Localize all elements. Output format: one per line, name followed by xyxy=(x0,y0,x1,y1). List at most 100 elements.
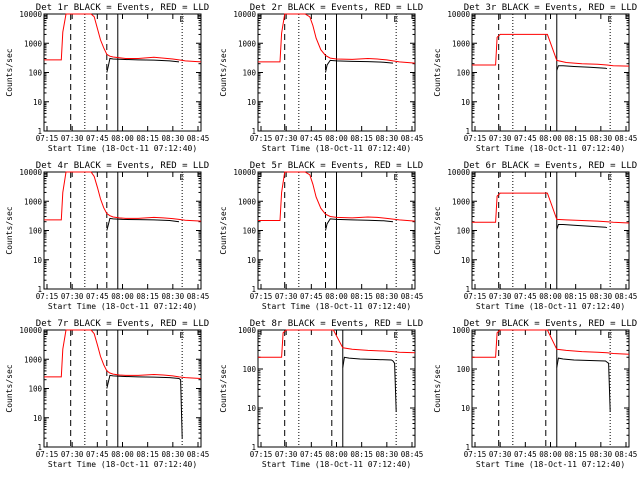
x-tick-label: 08:15 xyxy=(564,134,587,143)
x-tick-label: 07:30 xyxy=(275,292,298,301)
x-axis-label: Start Time (18-Oct-11 07:12:40) xyxy=(476,144,625,153)
lld-series-line xyxy=(44,329,202,379)
panel-title: Det 7r BLACK = Events, RED = LLD xyxy=(36,319,209,329)
y-tick-label: 10 xyxy=(33,256,43,265)
x-tick-label: 08:15 xyxy=(136,292,159,301)
y-tick-label: 1000 xyxy=(452,197,471,206)
plot-frame xyxy=(43,171,202,290)
event-marker-label: E xyxy=(607,15,612,24)
y-tick-label: 1000 xyxy=(238,326,257,335)
panel-6: Det 6r BLACK = Events, RED = LLD 1 10 100 10… xyxy=(433,161,637,311)
events-series-line xyxy=(556,357,611,412)
x-tick-label: 08:30 xyxy=(590,134,613,143)
events-series-line xyxy=(106,217,180,231)
lld-series-line xyxy=(44,13,202,63)
plot-frame xyxy=(471,329,630,448)
x-tick-label: 07:15 xyxy=(36,450,59,459)
x-tick-label: 08:45 xyxy=(401,292,424,301)
panel-8: Det 8r BLACK = Events, RED = LLD 1 10 100 10… xyxy=(219,319,423,469)
x-tick-label: 08:00 xyxy=(539,292,562,301)
plot-frame xyxy=(257,329,416,448)
x-axis-label: Start Time (18-Oct-11 07:12:40) xyxy=(262,302,411,311)
panel-5: Det 5r BLACK = Events, RED = LLD 1 10 100 10… xyxy=(219,161,423,311)
event-marker-label: E xyxy=(393,331,398,340)
y-tick-label: 100 xyxy=(456,227,470,236)
x-tick-label: 07:45 xyxy=(300,292,323,301)
y-tick-label: 10 xyxy=(461,98,471,107)
x-axis-label: Start Time (18-Oct-11 07:12:40) xyxy=(48,460,197,469)
y-tick-label: 10000 xyxy=(447,10,470,19)
y-tick-label: 10000 xyxy=(19,168,42,177)
y-tick-label: 10 xyxy=(247,404,257,413)
panel-9: Det 9r BLACK = Events, RED = LLD 1 10 100 10… xyxy=(433,319,637,469)
y-tick-label: 1 xyxy=(37,443,42,452)
x-tick-label: 08:45 xyxy=(401,134,424,143)
x-tick-label: 07:15 xyxy=(36,134,59,143)
x-tick-label: 07:45 xyxy=(514,134,537,143)
panel-title: Det 1r BLACK = Events, RED = LLD xyxy=(36,3,209,13)
y-tick-label: 10 xyxy=(461,404,471,413)
panel-title: Det 5r BLACK = Events, RED = LLD xyxy=(250,161,423,171)
x-tick-label: 07:45 xyxy=(514,450,537,459)
x-tick-label: 07:30 xyxy=(61,450,84,459)
y-tick-label: 100 xyxy=(28,385,42,394)
y-tick-label: 10 xyxy=(461,256,471,265)
x-tick-label: 07:45 xyxy=(300,450,323,459)
events-series-line xyxy=(325,218,394,231)
y-tick-label: 1 xyxy=(465,285,470,294)
x-tick-label: 07:45 xyxy=(86,134,109,143)
y-axis-label: Counts/sec xyxy=(5,48,14,96)
panel-title: Det 8r BLACK = Events, RED = LLD xyxy=(250,319,423,329)
y-tick-label: 10000 xyxy=(19,10,42,19)
panel-2: Det 2r BLACK = Events, RED = LLD 1 10 100 10… xyxy=(219,3,423,153)
event-marker-label: E xyxy=(179,331,184,340)
events-series-line xyxy=(556,65,608,71)
lld-series-line xyxy=(258,13,416,64)
x-tick-label: 08:30 xyxy=(590,450,613,459)
x-tick-label: 08:30 xyxy=(162,292,185,301)
x-tick-label: 08:00 xyxy=(111,450,134,459)
y-tick-label: 100 xyxy=(28,227,42,236)
x-axis-label: Start Time (18-Oct-11 07:12:40) xyxy=(48,144,197,153)
x-tick-label: 07:15 xyxy=(250,450,273,459)
y-axis-label: Counts/sec xyxy=(433,206,442,254)
y-axis-label: Counts/sec xyxy=(219,364,228,412)
events-series-line xyxy=(106,57,180,73)
y-tick-label: 10 xyxy=(247,98,257,107)
event-marker-label: E xyxy=(179,173,184,182)
x-tick-label: 08:00 xyxy=(111,134,134,143)
y-tick-label: 1000 xyxy=(452,39,471,48)
x-tick-label: 07:45 xyxy=(86,450,109,459)
x-tick-label: 08:15 xyxy=(350,450,373,459)
x-tick-label: 07:45 xyxy=(300,134,323,143)
x-tick-label: 08:30 xyxy=(376,450,399,459)
x-tick-label: 08:00 xyxy=(325,450,348,459)
x-tick-label: 07:45 xyxy=(514,292,537,301)
y-axis-label: Counts/sec xyxy=(219,206,228,254)
x-tick-label: 08:00 xyxy=(111,292,134,301)
y-tick-label: 10 xyxy=(247,256,257,265)
event-marker-label: E xyxy=(179,15,184,24)
x-tick-label: 08:45 xyxy=(615,450,638,459)
lld-series-line xyxy=(258,329,416,358)
x-tick-label: 07:15 xyxy=(250,134,273,143)
y-tick-label: 10 xyxy=(33,98,43,107)
x-tick-label: 08:15 xyxy=(350,292,373,301)
y-tick-label: 10000 xyxy=(233,168,256,177)
panel-title: Det 6r BLACK = Events, RED = LLD xyxy=(464,161,637,171)
event-marker-label: E xyxy=(607,331,612,340)
x-tick-label: 08:15 xyxy=(136,450,159,459)
x-tick-label: 08:45 xyxy=(615,134,638,143)
plot-frame xyxy=(471,13,630,132)
y-tick-label: 1 xyxy=(465,443,470,452)
y-tick-label: 100 xyxy=(242,69,256,78)
x-tick-label: 07:15 xyxy=(250,292,273,301)
y-tick-label: 10000 xyxy=(233,10,256,19)
panel-3: Det 3r BLACK = Events, RED = LLD 1 10 100 10… xyxy=(433,3,637,153)
plot-frame xyxy=(43,329,202,448)
x-tick-label: 08:15 xyxy=(564,292,587,301)
x-axis-label: Start Time (18-Oct-11 07:12:40) xyxy=(476,302,625,311)
x-tick-label: 08:30 xyxy=(162,134,185,143)
y-axis-label: Counts/sec xyxy=(433,364,442,412)
y-tick-label: 1 xyxy=(251,127,256,136)
